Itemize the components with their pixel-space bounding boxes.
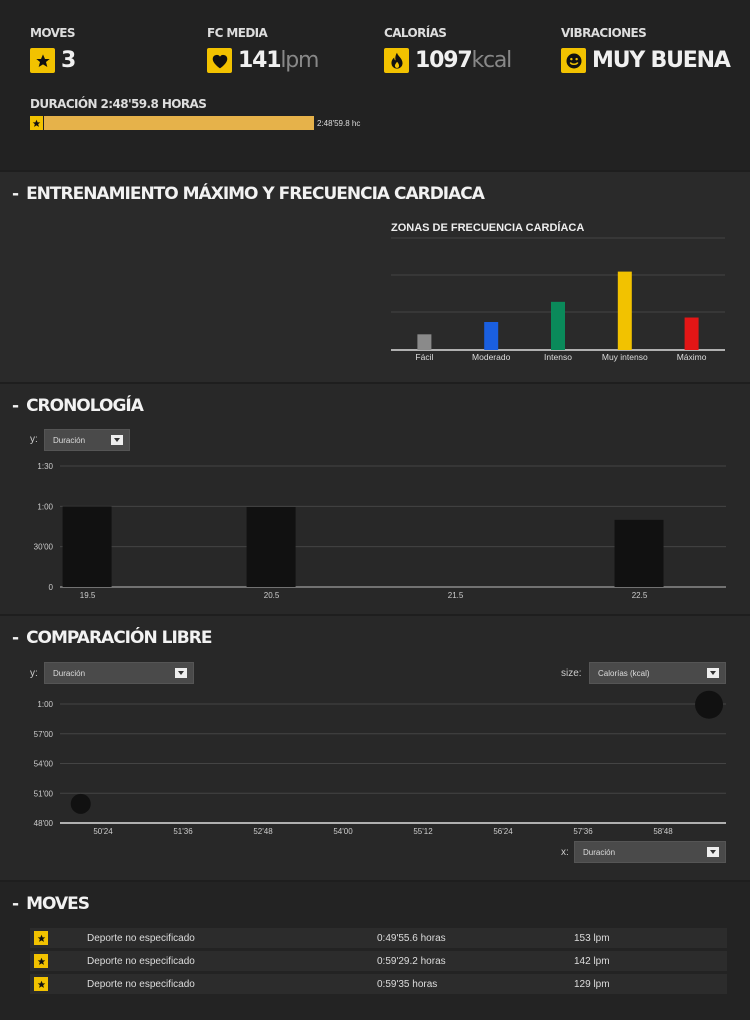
x-axis-select[interactable]: Duración	[574, 841, 726, 863]
y-axis-key: y:	[30, 668, 38, 679]
move-sport: Deporte no especificado	[87, 979, 195, 990]
y-axis-select[interactable]: Duración	[44, 662, 194, 684]
bar	[246, 507, 296, 587]
star-icon	[30, 48, 55, 73]
move-sport: Deporte no especificado	[87, 933, 195, 944]
star-icon	[34, 977, 48, 991]
comparison-chart: 48'00 51'00 54'00 57'00 1:00 50'24 51'36 52'48 5…	[34, 690, 726, 836]
section-title[interactable]: - ENTRENAMIENTO MÁXIMO Y FRECUENCIA CARDI…	[12, 184, 485, 204]
y-tick-label: 1:00	[37, 502, 53, 511]
x-tick-label: 19.5	[80, 591, 96, 600]
x-tick-label: 54'00	[333, 827, 353, 836]
moves-section: - MOVES Deporte no especificado 0:49'55.6…	[0, 882, 750, 1020]
scatter-point	[70, 793, 91, 814]
smiley-icon	[561, 48, 586, 73]
y-tick-label: 48'00	[34, 819, 54, 828]
training-section: - ENTRENAMIENTO MÁXIMO Y FRECUENCIA CARDI…	[0, 172, 750, 382]
chevron-down-icon	[707, 847, 719, 857]
x-tick-label: 51'36	[173, 827, 193, 836]
x-tick-label: 55'12	[413, 827, 433, 836]
hr-label: FC MEDIA	[207, 26, 268, 40]
section-title[interactable]: - MOVES	[12, 894, 90, 914]
chart-title: ZONAS DE FRECUENCIA CARDÍACA	[391, 221, 584, 234]
duration-end-label: 2:48'59.8 hc	[317, 119, 361, 128]
x-axis-key: x:	[561, 847, 569, 858]
flame-icon	[384, 48, 409, 73]
move-duration: 0:59'29.2 horas	[377, 956, 446, 967]
move-row[interactable]: Deporte no especificado 0:59'35 horas 12…	[30, 974, 727, 994]
vibes-label: VIBRACIONES	[561, 26, 647, 40]
bar	[62, 506, 112, 587]
move-row[interactable]: Deporte no especificado 0:49'55.6 horas …	[30, 928, 727, 948]
hr-value: 141	[238, 48, 282, 73]
tick-label: Intenso	[544, 352, 572, 362]
bar	[417, 334, 432, 350]
move-hr: 142 lpm	[574, 956, 610, 967]
calories-label: CALORÍAS	[384, 26, 447, 40]
tick-label: Fácil	[415, 352, 433, 362]
x-tick-label: 58'48	[653, 827, 673, 836]
chronology-section: - CRONOLOGÍA y: Duración 0 30'00 1:00 1:30 19…	[0, 384, 750, 614]
vibes-value: MUY BUENA	[592, 48, 731, 73]
free-comparison-section: - COMPARACIÓN LIBRE y: Duración size: Cal…	[0, 616, 750, 880]
bar	[551, 301, 565, 350]
star-icon	[34, 954, 48, 968]
move-row[interactable]: Deporte no especificado 0:59'29.2 horas …	[30, 951, 727, 971]
vibes-stat: VIBRACIONES MUY BUENA	[561, 26, 731, 73]
tick-label: Moderado	[472, 352, 511, 362]
x-tick-label: 50'24	[93, 827, 113, 836]
duration-bar	[30, 116, 314, 130]
move-duration: 0:49'55.6 horas	[377, 933, 446, 944]
heart-icon	[207, 48, 232, 73]
bar	[684, 317, 699, 350]
y-tick-label: 1:00	[37, 700, 53, 709]
x-tick-label: 57'36	[573, 827, 593, 836]
bar	[484, 322, 499, 350]
x-tick-label: 52'48	[253, 827, 273, 836]
y-tick-label: 0	[49, 583, 54, 592]
x-tick-label: 22.5	[632, 591, 648, 600]
section-title[interactable]: - CRONOLOGÍA	[12, 396, 144, 416]
y-axis-key: y:	[30, 434, 38, 445]
x-tick-label: 21.5	[448, 591, 464, 600]
calories-stat: CALORÍAS 1097 kcal	[384, 26, 512, 73]
x-tick-label: 56'24	[493, 827, 513, 836]
x-tick-label: 20.5	[264, 591, 280, 600]
tick-label: Máximo	[677, 352, 707, 362]
y-tick-label: 54'00	[34, 760, 54, 769]
chronology-chart: 0 30'00 1:00 1:30 19.5 20.5 21.5 22.5	[34, 462, 726, 600]
duration-label: DURACIÓN 2:48'59.8 HORAS	[30, 97, 207, 111]
calories-value: 1097	[415, 48, 473, 73]
chevron-down-icon	[175, 668, 187, 678]
y-tick-label: 1:30	[37, 462, 53, 471]
y-tick-label: 57'00	[34, 730, 54, 739]
hr-stat: FC MEDIA 141 lpm	[207, 26, 319, 73]
calories-unit: kcal	[471, 48, 512, 73]
move-hr: 153 lpm	[574, 933, 610, 944]
y-axis-select[interactable]: Duración	[44, 429, 130, 451]
move-duration: 0:59'35 horas	[377, 979, 438, 990]
moves-stat: MOVES 3	[30, 26, 76, 73]
scatter-point	[695, 690, 724, 719]
moves-value: 3	[61, 48, 76, 73]
summary-panel: MOVES 3 FC MEDIA 141 lpm CALORÍAS 1097 kca…	[0, 0, 750, 170]
y-tick-label: 51'00	[34, 789, 54, 798]
section-title[interactable]: - COMPARACIÓN LIBRE	[12, 628, 212, 648]
hr-unit: lpm	[280, 48, 319, 73]
size-key: size:	[561, 668, 582, 679]
move-hr: 129 lpm	[574, 979, 610, 990]
star-icon	[34, 931, 48, 945]
moves-label: MOVES	[30, 26, 76, 40]
move-sport: Deporte no especificado	[87, 956, 195, 967]
hr-zones-chart: ZONAS DE FRECUENCIA CARDÍACA Fácil Modera…	[391, 221, 725, 362]
chevron-down-icon	[111, 435, 123, 445]
star-icon	[30, 116, 44, 130]
chevron-down-icon	[707, 668, 719, 678]
bar	[617, 271, 632, 350]
size-select[interactable]: Calorías (kcal)	[589, 662, 726, 684]
bar	[614, 519, 664, 587]
tick-label: Muy intenso	[602, 352, 648, 362]
y-tick-label: 30'00	[34, 543, 54, 552]
